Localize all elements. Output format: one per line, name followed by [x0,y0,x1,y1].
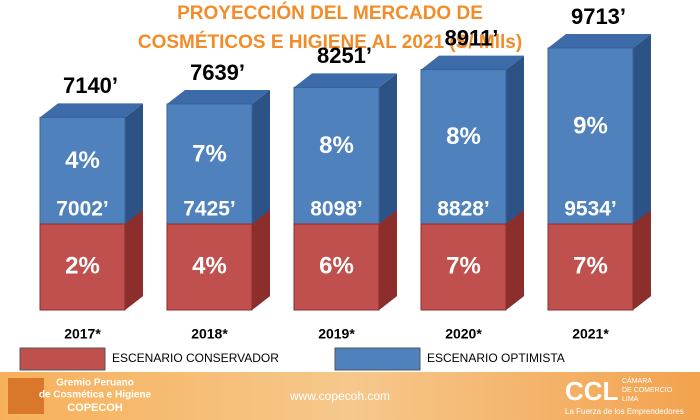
logo-icon [8,378,44,414]
growth-label: 7% [446,252,481,279]
total-label: 7639’ [190,60,245,85]
growth-label: 7% [192,140,227,167]
legend-swatch [334,347,421,371]
footer-url: www.copecoh.com [289,389,390,403]
red-side [633,210,651,310]
conservador-label: 9534’ [564,198,617,221]
growth-label: 2% [65,252,100,279]
org-name: COPECOH [67,402,123,414]
bar-top [40,103,143,118]
bar [39,223,126,311]
growth-label: 8% [446,123,481,150]
slogan: La Fuerza de los Emprendedores [565,407,684,416]
x-tick-label: 2021* [572,326,609,342]
footer-band [0,372,700,420]
ccl-name: LIMA [622,396,639,403]
ccl-name: CÁMARA [622,376,652,385]
conservador-label: 8098’ [310,198,363,221]
total-label: 8911’ [445,25,499,50]
bar [420,223,507,311]
chart-title: PROYECCIÓN DEL MERCADO DE [177,2,483,24]
chart-title: COSMÉTICOS E HIGIENE AL 2021 (S/ Mlls) [138,31,522,53]
ccl-logo: CCL [565,376,619,406]
bar-top [548,34,651,48]
total-label: 8251’ [317,43,372,68]
growth-label: 8% [319,132,354,159]
x-tick-label: 2020* [445,326,482,342]
conservador-label: 7002’ [56,198,109,221]
legend-label: ESCENARIO CONSERVADOR [112,351,279,365]
red-side [506,210,524,310]
org-name: Gremio Peruano [56,378,134,389]
red-side [125,210,143,310]
legend-swatch [19,347,106,371]
bar [293,223,380,311]
x-tick-label: 2018* [191,326,228,342]
growth-label: 6% [319,252,354,279]
bar [547,223,634,311]
bar-top [294,73,397,88]
red-side [252,210,270,310]
growth-label: 4% [65,147,100,174]
x-tick-label: 2019* [318,326,355,342]
bar-top [167,89,270,104]
growth-label: 7% [573,252,608,279]
org-name: de Cosmética e Higiene [39,390,152,401]
bar-top [421,55,524,70]
ccl-name: DE COMERCIO [622,387,673,394]
x-tick-label: 2017* [64,326,101,342]
red-side [379,210,397,310]
conservador-label: 7425’ [183,198,236,221]
conservador-label: 8828’ [437,198,490,221]
growth-label: 4% [192,252,227,279]
total-label: 9713’ [571,4,626,29]
bar [166,223,253,311]
total-label: 7140’ [63,73,118,98]
legend-label: ESCENARIO OPTIMISTA [427,351,565,365]
growth-label: 9% [573,112,608,139]
